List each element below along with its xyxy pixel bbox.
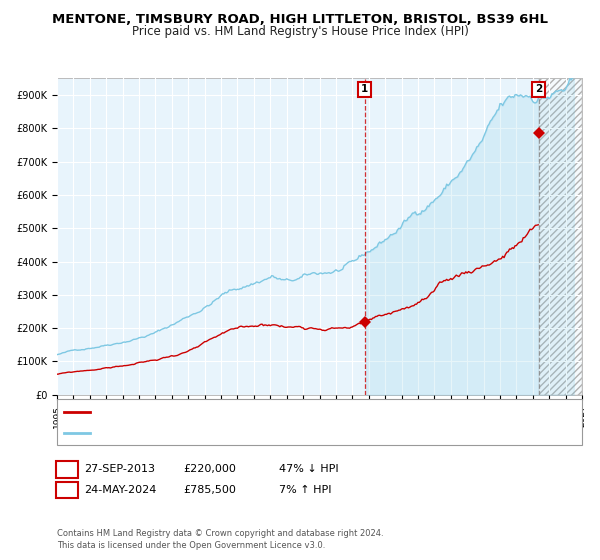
Text: MENTONE, TIMSBURY ROAD, HIGH LITTLETON, BRISTOL, BS39 6HL (detached house): MENTONE, TIMSBURY ROAD, HIGH LITTLETON, … [96, 408, 476, 417]
Text: Price paid vs. HM Land Registry's House Price Index (HPI): Price paid vs. HM Land Registry's House … [131, 25, 469, 38]
Text: 27-SEP-2013: 27-SEP-2013 [84, 464, 155, 474]
Text: MENTONE, TIMSBURY ROAD, HIGH LITTLETON, BRISTOL, BS39 6HL: MENTONE, TIMSBURY ROAD, HIGH LITTLETON, … [52, 13, 548, 26]
Text: 47% ↓ HPI: 47% ↓ HPI [279, 464, 338, 474]
Text: £785,500: £785,500 [183, 485, 236, 495]
Text: HPI: Average price, detached house, Bath and North East Somerset: HPI: Average price, detached house, Bath… [96, 429, 401, 438]
Text: 7% ↑ HPI: 7% ↑ HPI [279, 485, 331, 495]
Bar [539, 78, 582, 395]
Text: 1: 1 [361, 85, 368, 95]
Text: 1: 1 [63, 464, 71, 474]
Text: 2: 2 [63, 485, 71, 495]
Text: Contains HM Land Registry data © Crown copyright and database right 2024.: Contains HM Land Registry data © Crown c… [57, 529, 383, 538]
Bar [539, 78, 582, 395]
Text: 2: 2 [535, 85, 542, 95]
Text: This data is licensed under the Open Government Licence v3.0.: This data is licensed under the Open Gov… [57, 541, 325, 550]
Text: £220,000: £220,000 [183, 464, 236, 474]
Text: 24-MAY-2024: 24-MAY-2024 [84, 485, 157, 495]
